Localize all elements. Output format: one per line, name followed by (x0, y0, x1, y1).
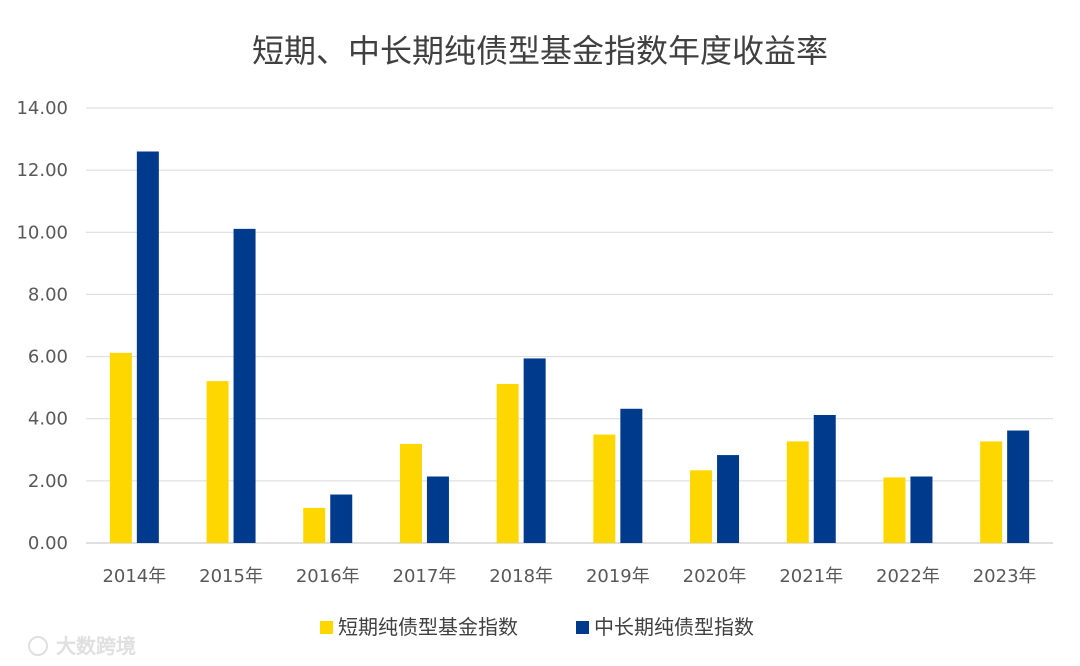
bar (883, 477, 906, 543)
y-tick-label: 0.00 (28, 533, 68, 554)
y-tick-label: 8.00 (28, 284, 68, 305)
y-axis: 0.00 2.00 4.00 6.00 8.00 10.00 12.00 14.00 (16, 98, 68, 554)
legend-label: 短期纯债型基金指数 (338, 615, 518, 639)
y-tick-label: 6.00 (28, 347, 68, 368)
bars (109, 151, 1030, 543)
x-tick-label: 2014年 (102, 566, 166, 587)
chart-title: 短期、中长期纯债型基金指数年度收益率 (252, 32, 828, 70)
y-tick-label: 4.00 (28, 409, 68, 430)
bar (1007, 430, 1030, 543)
bar (136, 151, 159, 543)
bar (399, 443, 422, 543)
watermark: 大数跨境 (28, 634, 136, 658)
bar (206, 381, 229, 543)
x-tick-label: 2019年 (586, 566, 650, 587)
x-tick-label: 2015年 (199, 566, 263, 587)
x-tick-label: 2018年 (489, 566, 553, 587)
x-tick-label: 2020年 (683, 566, 747, 587)
x-tick-label: 2016年 (296, 566, 360, 587)
y-tick-label: 10.00 (16, 222, 68, 243)
x-tick-label: 2017年 (393, 566, 457, 587)
x-tick-label: 2022年 (876, 566, 940, 587)
legend-label: 中长期纯债型指数 (594, 615, 754, 639)
watermark-text: 大数跨境 (56, 634, 136, 658)
bar (980, 441, 1003, 543)
bar (523, 358, 546, 543)
bar (593, 434, 616, 543)
x-tick-label: 2023年 (973, 566, 1037, 587)
bar (109, 352, 132, 543)
bar (496, 383, 519, 543)
bar (233, 228, 256, 543)
bar (910, 476, 933, 543)
grid (86, 107, 1053, 544)
y-tick-label: 12.00 (16, 160, 68, 181)
watermark-logo-icon (28, 636, 48, 656)
bar (717, 455, 740, 543)
bar (330, 494, 353, 543)
legend: 短期纯债型基金指数 中长期纯债型指数 (320, 615, 754, 639)
y-tick-label: 14.00 (16, 98, 68, 119)
bar (426, 476, 449, 543)
bar (690, 470, 713, 543)
bar (620, 408, 643, 543)
y-tick-label: 2.00 (28, 471, 68, 492)
legend-swatch (576, 621, 589, 634)
bar (786, 441, 809, 543)
x-tick-label: 2021年 (779, 566, 843, 587)
legend-swatch (320, 621, 333, 634)
x-axis: 2014年 2015年 2016年 2017年 2018年 2019年 2020年 2021年… (102, 566, 1036, 587)
bar (813, 414, 836, 543)
bar (303, 507, 326, 543)
